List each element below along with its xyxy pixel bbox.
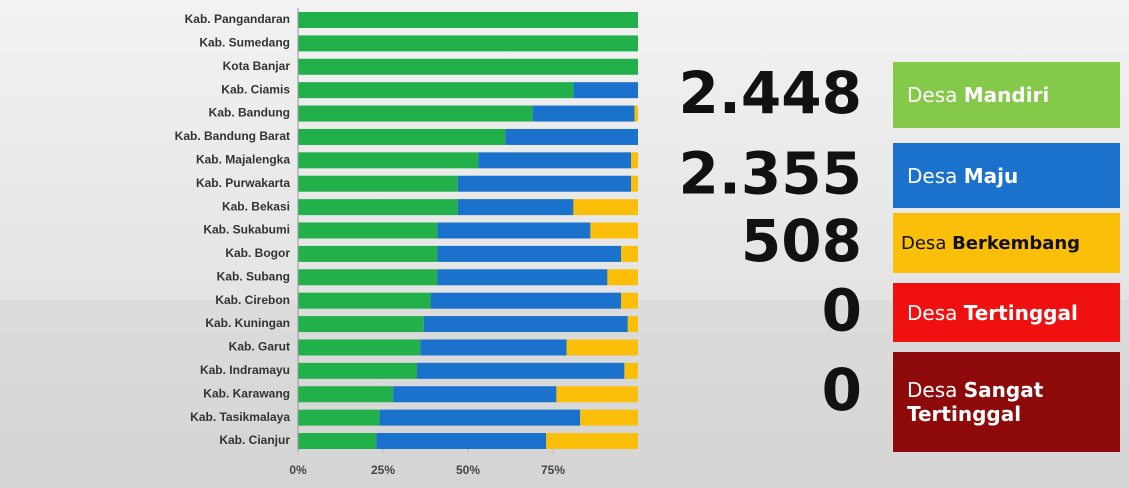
total-value: 2.448: [679, 59, 862, 127]
legend-item: Desa Sangat Tertinggal: [893, 352, 1120, 452]
bar-segment: [621, 292, 638, 309]
bar-segment: [298, 316, 424, 333]
y-tick-label: Kab. Indramayu: [200, 363, 290, 377]
bar-segment: [505, 128, 638, 145]
total-value: 2.355: [679, 140, 862, 208]
y-tick-label: Kab. Bogor: [225, 246, 290, 260]
y-tick-label: Kab. Sukabumi: [203, 223, 290, 237]
y-tick-label: Kab. Tasikmalaya: [190, 410, 290, 424]
bar-segment: [298, 199, 458, 216]
x-tick-label: 25%: [371, 463, 395, 477]
bar-segment: [631, 152, 638, 169]
bar-segment: [298, 362, 417, 379]
bar-segment: [298, 105, 533, 122]
bar-segment: [298, 35, 638, 52]
bar-segment: [437, 245, 621, 262]
bar-segment: [437, 269, 608, 286]
y-tick-label: Kab. Karawang: [203, 386, 290, 400]
x-tick-label: 50%: [456, 463, 480, 477]
y-tick-label: Kab. Pangandaran: [185, 12, 290, 26]
y-tick-label: Kab. Cirebon: [215, 293, 290, 307]
bar-segment: [393, 386, 557, 403]
bar-segment: [298, 339, 421, 356]
bar-segment: [532, 105, 635, 122]
y-tick-label: Kab. Garut: [229, 340, 290, 354]
legend-item: Desa Tertinggal: [893, 283, 1120, 342]
y-tick-label: Kab. Sumedang: [199, 36, 290, 50]
bar-segment: [556, 386, 638, 403]
bar-segment: [298, 152, 479, 169]
bar-segment: [379, 409, 581, 426]
bar-segment: [627, 316, 638, 333]
y-tick-label: Kab. Ciamis: [221, 82, 290, 96]
bar-segment: [298, 409, 380, 426]
y-tick-label: Kab. Bandung Barat: [175, 129, 290, 143]
bar-segment: [437, 222, 591, 239]
bar-segment: [573, 82, 638, 99]
bar-segment: [298, 222, 438, 239]
bar-segment: [298, 175, 458, 192]
y-tick-label: Kab. Majalengka: [196, 153, 290, 167]
bar-segment: [298, 128, 506, 145]
y-tick-label: Kab. Kuningan: [205, 316, 290, 330]
bar-segment: [573, 199, 638, 216]
bar-segment: [298, 58, 638, 75]
y-tick-label: Kab. Bekasi: [222, 199, 290, 213]
total-value: 0: [822, 277, 862, 345]
legend-item: Desa Maju: [893, 143, 1120, 208]
bar-segment: [417, 362, 625, 379]
bar-segment: [566, 339, 638, 356]
bar-segment: [634, 105, 638, 122]
bar-segment: [430, 292, 621, 309]
legend-item: Desa Berkembang: [893, 213, 1120, 273]
bar-segment: [624, 362, 638, 379]
bar-segment: [298, 12, 638, 28]
legend-item: Desa Mandiri: [893, 62, 1120, 128]
bar-segment: [457, 199, 574, 216]
bar-segment: [298, 82, 574, 99]
bar-segment: [298, 269, 438, 286]
bar-segment: [298, 386, 394, 403]
y-tick-label: Kab. Subang: [217, 269, 290, 283]
x-tick-label: 75%: [541, 463, 565, 477]
bar-segment: [298, 245, 438, 262]
bar-segment: [478, 152, 632, 169]
bar-segment: [607, 269, 638, 286]
x-tick-label: 0%: [289, 463, 307, 477]
total-value: 508: [741, 207, 862, 275]
total-value: 0: [822, 356, 862, 424]
bar-segment: [631, 175, 638, 192]
bar-segment: [546, 433, 638, 450]
bar-segment: [621, 245, 638, 262]
bar-segment: [376, 433, 547, 450]
y-tick-label: Kota Banjar: [223, 59, 291, 73]
bar-segment: [298, 433, 377, 450]
bar-segment: [298, 292, 431, 309]
y-tick-label: Kab. Bandung: [209, 106, 290, 120]
bar-segment: [457, 175, 632, 192]
bar-segment: [423, 316, 628, 333]
bar-segment: [590, 222, 638, 239]
bar-segment: [580, 409, 638, 426]
y-tick-label: Kab. Cianjur: [219, 433, 290, 447]
bar-segment: [420, 339, 567, 356]
y-tick-label: Kab. Purwakarta: [196, 176, 290, 190]
